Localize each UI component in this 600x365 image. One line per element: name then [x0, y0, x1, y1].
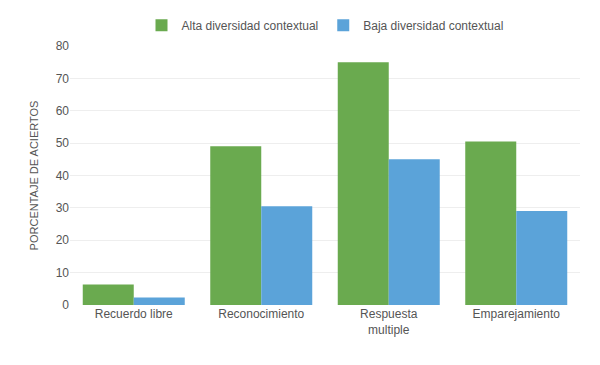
svg-text:Emparejamiento: Emparejamiento [473, 307, 561, 321]
svg-text:Baja diversidad contextual: Baja diversidad contextual [363, 19, 503, 33]
svg-text:Recuerdo libre: Recuerdo libre [95, 307, 173, 321]
svg-text:70: 70 [56, 72, 70, 86]
svg-text:20: 20 [56, 233, 70, 247]
svg-text:Alta diversidad contextual: Alta diversidad contextual [182, 19, 319, 33]
svg-text:60: 60 [56, 104, 70, 118]
svg-text:50: 50 [56, 136, 70, 150]
svg-text:80: 80 [56, 39, 70, 53]
svg-text:Respuestamultiple: Respuestamultiple [360, 307, 418, 337]
svg-text:40: 40 [56, 169, 70, 183]
svg-text:Reconocimiento: Reconocimiento [218, 307, 304, 321]
svg-text:PORCENTAJE DE ACIERTOS: PORCENTAJE DE ACIERTOS [28, 101, 40, 251]
svg-text:30: 30 [56, 201, 70, 215]
svg-text:10: 10 [56, 266, 70, 280]
svg-text:0: 0 [62, 298, 69, 312]
